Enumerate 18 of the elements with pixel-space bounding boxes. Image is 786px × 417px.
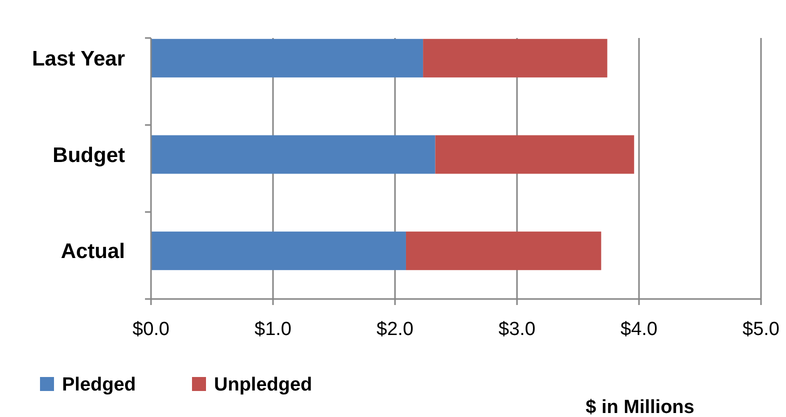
bar (151, 232, 406, 270)
x-tick-label: $2.0 (376, 319, 414, 340)
legend-label: Pledged (62, 374, 136, 396)
bar (435, 135, 634, 174)
y-tick-label: Budget (52, 144, 125, 167)
x-tick-label: $0.0 (132, 319, 170, 340)
x-tick-label: $1.0 (254, 319, 292, 340)
bar (406, 232, 602, 270)
y-tick-label: Actual (60, 240, 125, 264)
x-tick-label: $5.0 (742, 319, 780, 340)
x-tick-label: $4.0 (620, 319, 658, 340)
x-axis-title: $ in Millions (586, 397, 694, 417)
bar (151, 38, 424, 78)
x-tick-label: $3.0 (498, 319, 536, 340)
legend-label: Unpledged (214, 374, 312, 396)
bar (151, 135, 436, 174)
y-tick-label: Last Year (32, 48, 125, 71)
bar (423, 38, 608, 78)
